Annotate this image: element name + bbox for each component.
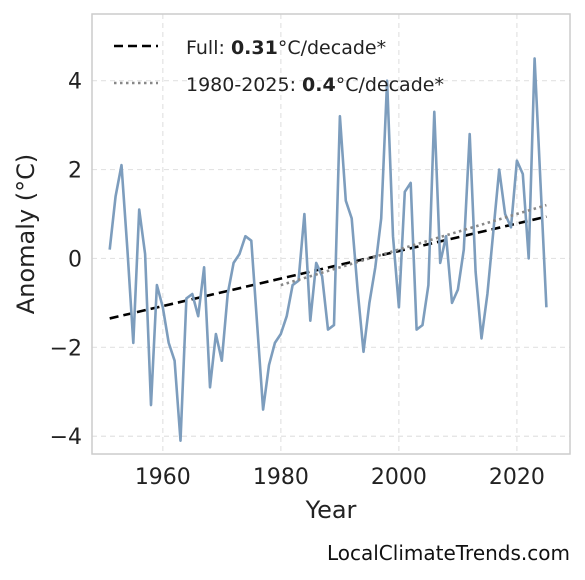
legend: Full: 0.31°C/decade* 1980-2025: 0.4°C/de…: [114, 37, 444, 96]
y-tick-label: 0: [68, 247, 82, 272]
trend-line-recent: [280, 203, 547, 287]
y-axis-ticks: −4 −2 0 2 4: [50, 70, 82, 451]
legend-full-suffix: °C/decade*: [278, 37, 386, 59]
trend-line-full: [109, 215, 547, 320]
trend-lines: [109, 215, 547, 320]
x-tick-label: 2000: [371, 465, 427, 490]
x-axis-ticks: 1960 1980 2000 2020: [135, 465, 545, 490]
series-layer: [108, 57, 548, 443]
legend-recent-suffix: °C/decade*: [336, 74, 444, 96]
plot-frame: [91, 13, 571, 455]
y-axis-title: Anomaly (°C): [12, 154, 40, 314]
y-tick-label: −4: [50, 425, 82, 450]
x-tick-label: 1980: [253, 465, 309, 490]
legend-full-prefix: Full:: [186, 37, 231, 59]
legend-recent-prefix: 1980-2025:: [186, 74, 302, 96]
legend-full-label: Full: 0.31°C/decade*: [186, 37, 386, 59]
legend-recent-value: 0.4: [302, 74, 336, 96]
legend-recent-label: 1980-2025: 0.4°C/decade*: [186, 74, 444, 96]
y-tick-label: 2: [68, 159, 82, 184]
anomaly-series-line: [108, 57, 548, 443]
legend-full-value: 0.31: [231, 37, 278, 59]
x-tick-label: 1960: [135, 465, 191, 490]
x-tick-label: 2020: [489, 465, 545, 490]
watermark: LocalClimateTrends.com: [327, 541, 570, 565]
y-tick-label: 4: [68, 70, 82, 95]
x-axis-title: Year: [305, 496, 357, 524]
y-tick-label: −2: [50, 336, 82, 361]
